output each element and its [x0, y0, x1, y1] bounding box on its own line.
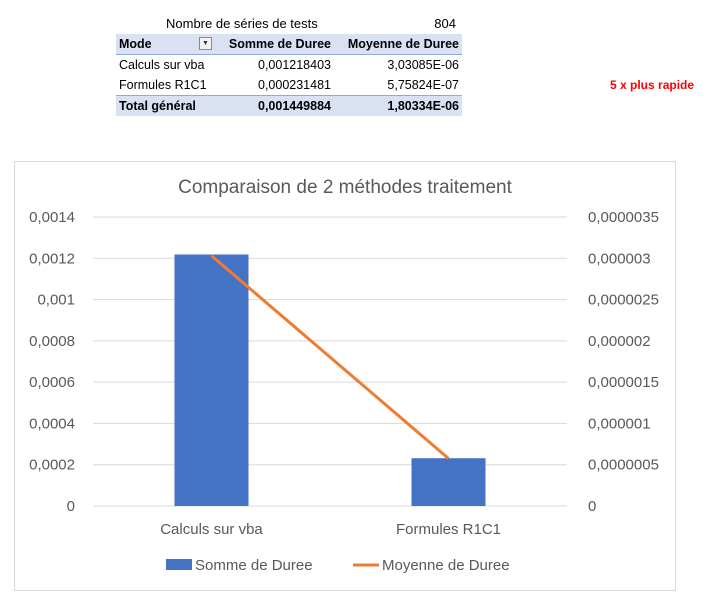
pivot-row-moyenne: 5,75824E-07	[387, 78, 459, 92]
legend-swatch-bar	[166, 559, 192, 570]
y-right-tick-label: 0,0000005	[588, 457, 659, 474]
pivot-row-mode: Formules R1C1	[119, 78, 207, 92]
pivot-row-somme: 0,000231481	[258, 78, 331, 92]
pivot-header-mode-label: Mode	[119, 37, 152, 51]
y-left-tick-label: 0,0006	[29, 374, 75, 391]
speed-note: 5 x plus rapide	[610, 78, 695, 92]
bar	[411, 458, 486, 506]
chart-container[interactable]: Comparaison de 2 méthodes traitement 0 0 0,…	[14, 161, 676, 591]
y-right-tick-label: 0,000003	[588, 250, 651, 267]
pivot-row: Formules R1C1 0,000231481 5,75824E-07	[116, 75, 462, 96]
pivot-header-somme: Somme de Duree	[214, 34, 334, 55]
x-category-label: Calculs sur vba	[160, 521, 263, 538]
y-left-tick-label: 0,0004	[29, 415, 75, 432]
tests-count-value: 804	[434, 16, 456, 31]
pivot-header-mode: Mode ▼	[116, 34, 214, 55]
chart-title: Comparaison de 2 méthodes traitement	[178, 177, 512, 198]
bar	[174, 254, 249, 506]
pivot-header-row: Mode ▼ Somme de Duree Moyenne de Duree	[116, 34, 462, 55]
pivot-row-mode: Calculs sur vba	[119, 58, 205, 72]
tests-count-label: Nombre de séries de tests	[166, 16, 318, 31]
y-right-tick-label: 0,0000025	[588, 292, 659, 309]
y-left-tick-label: 0,0012	[29, 250, 75, 267]
pivot-table: Mode ▼ Somme de Duree Moyenne de Duree C…	[116, 34, 462, 116]
y-left-tick-label: 0,0008	[29, 333, 75, 350]
legend-label: Moyenne de Duree	[382, 557, 510, 574]
y-left-tick-label: 0	[67, 498, 75, 515]
pivot-total-moyenne: 1,80334E-06	[334, 95, 462, 116]
pivot-row: Calculs sur vba 0,001218403 3,03085E-06	[116, 55, 462, 76]
legend-label: Somme de Duree	[195, 557, 313, 574]
x-category-label: Formules R1C1	[396, 521, 501, 538]
y-right-tick-label: 0,0000015	[588, 374, 659, 391]
y-right-tick-label: 0,000001	[588, 415, 651, 432]
y-left-tick-label: 0,0002	[29, 457, 75, 474]
y-right-tick-label: 0,0000035	[588, 209, 659, 226]
y-left-tick-label: 0,001	[37, 292, 75, 309]
pivot-total-somme: 0,001449884	[214, 95, 334, 116]
pivot-total-mode: Total général	[116, 95, 214, 116]
y-right-tick-label: 0	[588, 498, 596, 515]
pivot-total-row: Total général 0,001449884 1,80334E-06	[116, 95, 462, 116]
pivot-header-moyenne: Moyenne de Duree	[334, 34, 462, 55]
tests-count-row: Nombre de séries de tests 804	[116, 14, 460, 34]
chart-svg: Comparaison de 2 méthodes traitement 0 0 0,…	[29, 177, 659, 574]
filter-dropdown-icon[interactable]: ▼	[199, 37, 212, 50]
pivot-row-moyenne: 3,03085E-06	[387, 58, 459, 72]
pivot-row-somme: 0,001218403	[258, 58, 331, 72]
series-line	[210, 254, 450, 460]
y-right-tick-label: 0,000002	[588, 333, 651, 350]
y-left-tick-label: 0,0014	[29, 209, 75, 226]
